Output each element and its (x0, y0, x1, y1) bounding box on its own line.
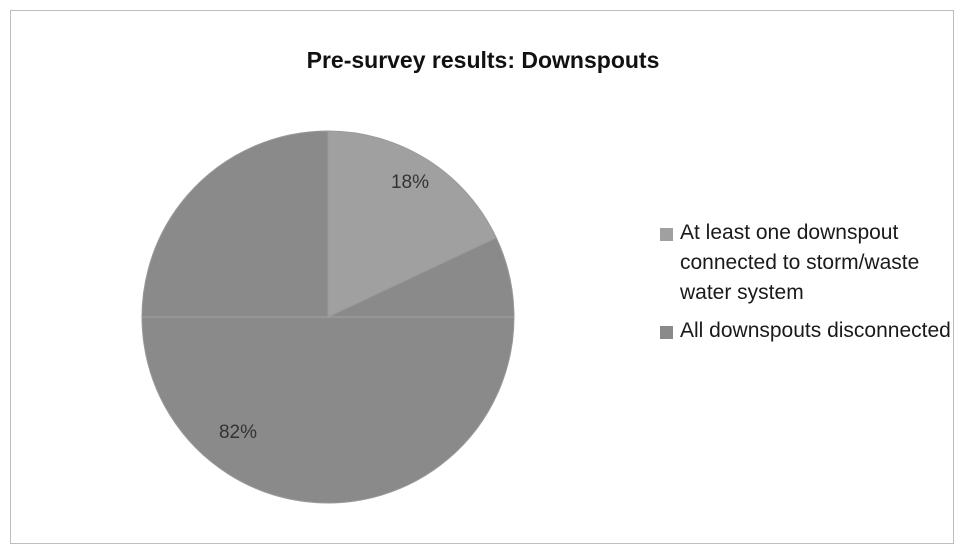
legend-label-connected: At least one downspout connected to stor… (680, 221, 920, 304)
data-label-connected: 18% (391, 172, 429, 193)
data-label-disconnected: 82% (219, 422, 257, 443)
legend-swatch-connected (660, 228, 673, 241)
pie-slice-connected (327, 130, 497, 318)
legend-item-connected: At least one downspout connected to stor… (660, 218, 960, 308)
legend-item-disconnected: All downspouts disconnected (660, 316, 960, 346)
legend: At least one downspout connected to stor… (660, 218, 960, 354)
legend-swatch-disconnected (660, 326, 673, 339)
pie-data-labels: 18% 82% (219, 172, 429, 443)
chart-title: Pre-survey results: Downspouts (306, 47, 660, 73)
legend-label-disconnected: All downspouts disconnected (680, 319, 951, 342)
pie-slices (141, 130, 515, 504)
